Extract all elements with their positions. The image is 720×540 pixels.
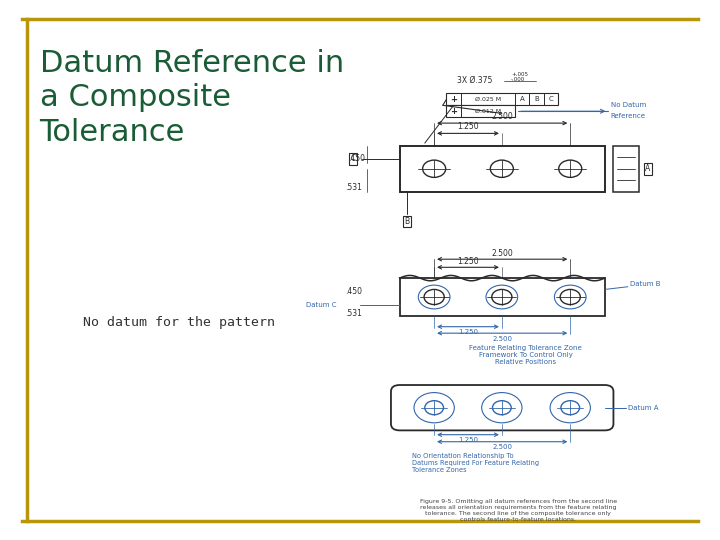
Text: Datum C: Datum C	[306, 301, 336, 308]
Text: Datum Reference in
a Composite
Tolerance: Datum Reference in a Composite Tolerance	[40, 49, 344, 147]
Text: 2.500: 2.500	[491, 112, 513, 121]
Text: A: A	[520, 96, 524, 103]
Text: 2.500: 2.500	[491, 249, 513, 258]
Text: B: B	[404, 217, 410, 226]
Text: Reference: Reference	[611, 112, 646, 119]
Text: C: C	[350, 154, 356, 163]
Text: Ø.025 M: Ø.025 M	[474, 97, 501, 102]
Bar	[446, 93, 558, 105]
Text: No Datum: No Datum	[611, 102, 646, 108]
Text: .531: .531	[346, 309, 362, 318]
Text: 1.250: 1.250	[458, 437, 478, 443]
Text: 1.250: 1.250	[457, 257, 479, 266]
Bar	[400, 146, 605, 192]
Text: Feature Relating Tolerance Zone
Framework To Control Only
Relative Positions: Feature Relating Tolerance Zone Framewor…	[469, 345, 582, 365]
Text: +.005: +.005	[511, 72, 528, 77]
Text: 2.500: 2.500	[492, 335, 512, 342]
Text: Datum B: Datum B	[630, 281, 660, 287]
Text: .531: .531	[346, 183, 362, 192]
Text: C: C	[549, 96, 553, 103]
Text: Ø.012 M: Ø.012 M	[474, 109, 501, 114]
FancyBboxPatch shape	[391, 385, 613, 430]
Text: B: B	[534, 96, 539, 103]
Text: 1.250: 1.250	[457, 123, 479, 131]
Text: +: +	[450, 95, 457, 104]
Text: Figure 9-5. Omitting all datum references from the second line
releases all orie: Figure 9-5. Omitting all datum reference…	[420, 500, 617, 522]
Text: No datum for the pattern: No datum for the pattern	[83, 316, 275, 329]
Text: 1.250: 1.250	[458, 329, 478, 335]
Text: .450: .450	[345, 287, 362, 296]
Text: Datum A: Datum A	[628, 404, 658, 411]
Bar	[446, 105, 515, 117]
Text: .450: .450	[348, 154, 365, 163]
Bar	[613, 146, 639, 192]
Text: No Orientation Relationship To
Datums Required For Feature Relating
Tolerance Zo: No Orientation Relationship To Datums Re…	[412, 453, 539, 472]
Text: 3X Ø.375: 3X Ø.375	[457, 76, 492, 84]
Text: A: A	[645, 164, 651, 173]
Text: +: +	[450, 107, 457, 116]
Text: -.000: -.000	[511, 77, 526, 82]
Text: 2.500: 2.500	[492, 444, 512, 450]
Bar	[400, 278, 605, 316]
